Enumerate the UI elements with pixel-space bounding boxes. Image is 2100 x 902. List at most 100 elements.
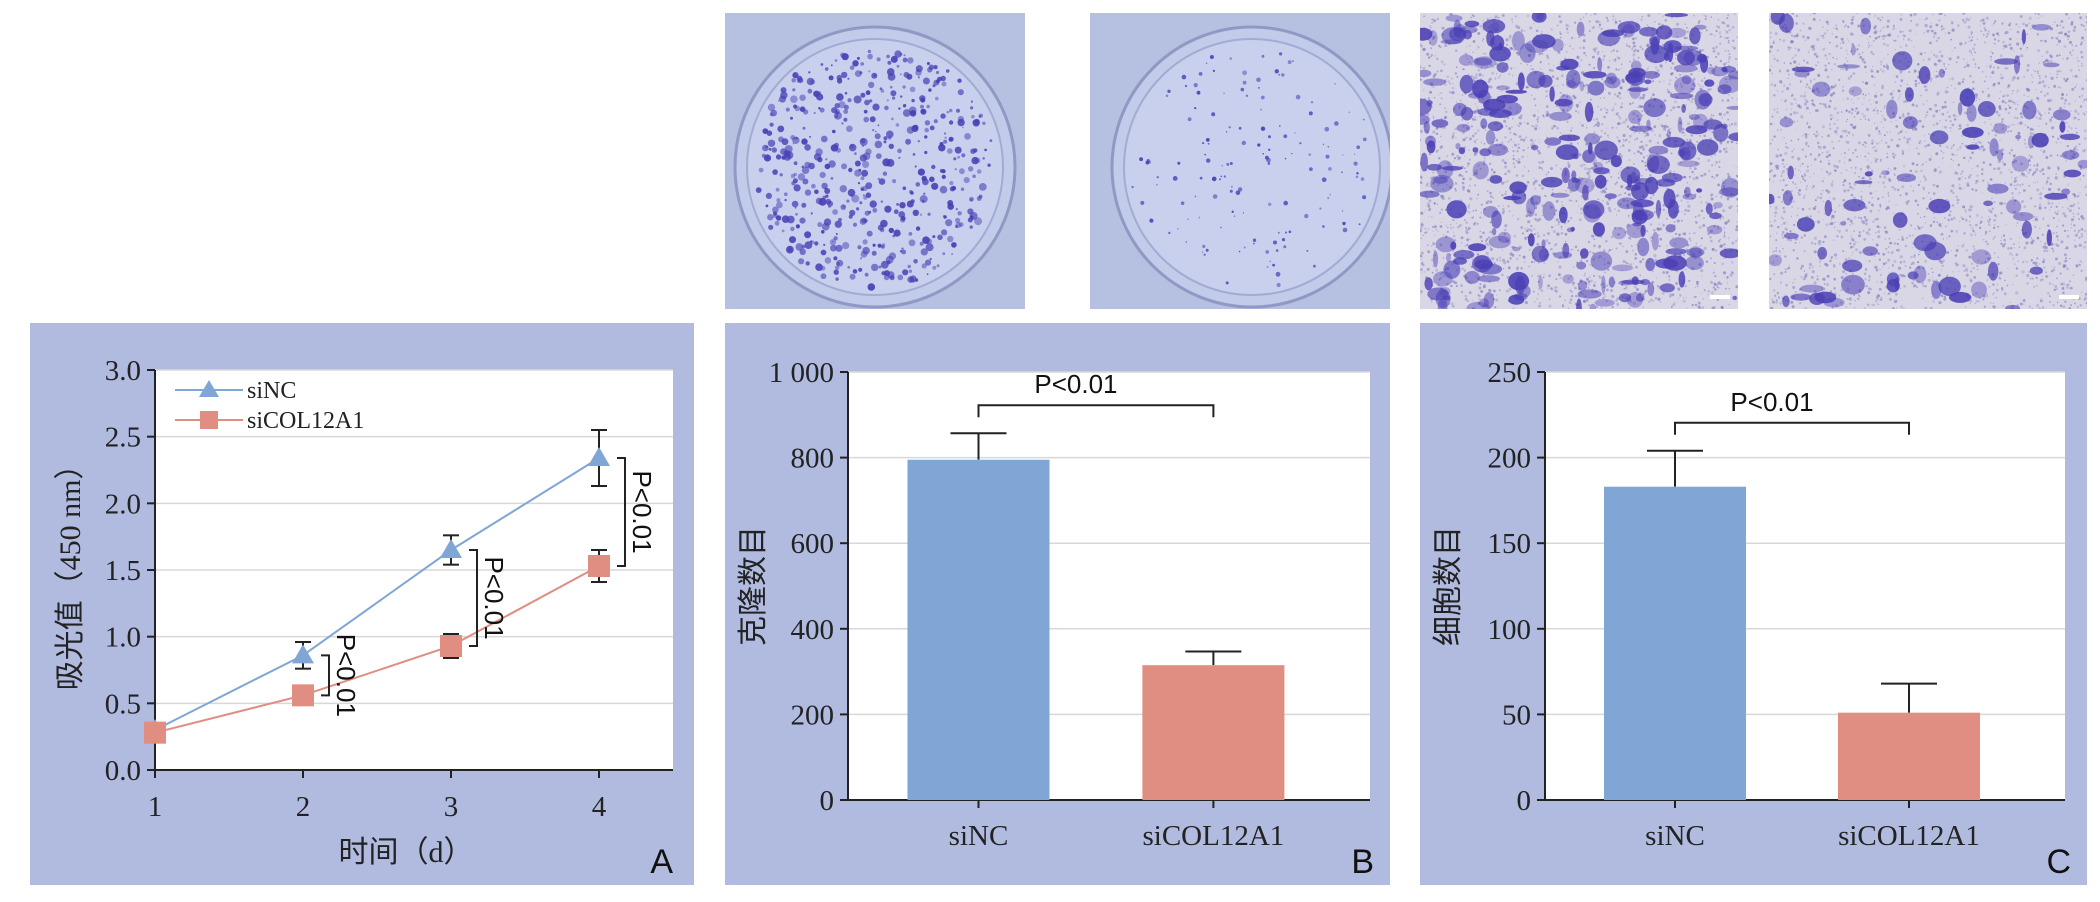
pore-dot [1810,276,1814,279]
pore-dot [1993,292,1995,294]
pore-dot [1690,100,1693,103]
colony-dot [929,176,935,183]
pore-dot [1619,227,1622,230]
pore-dot [1583,274,1586,277]
pore-dot [2014,176,2016,179]
colony-dot [978,183,987,191]
pore-dot [1632,46,1634,48]
migrated-cell [1606,72,1617,85]
pore-dot [1467,205,1470,208]
pore-dot [1880,121,1883,123]
migrated-cell [1531,13,1547,23]
pore-dot [1651,129,1654,133]
pore-dot [1472,299,1474,302]
pore-dot [2000,242,2003,245]
pore-dot [1502,249,1504,251]
pore-dot [1997,263,2000,266]
pore-dot [1827,172,1831,176]
pore-dot [1564,44,1566,45]
pore-dot [1559,132,1561,134]
pore-dot [1838,78,1841,82]
pore-dot [1935,54,1939,59]
migrated-cell [1627,174,1633,188]
pore-dot [1531,140,1534,142]
pore-dot [1727,50,1730,52]
pore-dot [2045,50,2049,54]
pore-dot [1685,37,1687,39]
pore-dot [1427,228,1429,230]
pore-dot [1900,72,1902,74]
pore-dot [1570,253,1572,256]
pore-dot [1724,29,1727,32]
pore-dot [1911,261,1915,265]
pore-dot [1992,302,1994,304]
pore-dot [1994,214,1998,218]
pore-dot [1835,257,1837,260]
pore-dot [1555,218,1559,222]
migrated-cell [1717,84,1732,95]
pore-dot [1988,218,1991,221]
pore-dot [1612,58,1614,61]
colony-dot [1276,282,1281,288]
pore-dot [1647,300,1651,303]
pore-dot [1519,122,1522,125]
colony-dot [937,234,943,241]
pore-dot [1485,251,1489,255]
migrated-cell [1630,199,1654,208]
colony-dot [844,91,848,95]
colony-dot [948,120,954,125]
pore-dot [1785,146,1788,149]
pore-dot [1730,148,1732,150]
colony-dot [854,160,861,167]
pore-dot [2041,15,2043,17]
pore-dot [1871,139,1874,142]
pore-dot [1893,156,1895,159]
pore-dot [1540,289,1544,292]
colony-dot [849,65,855,70]
colony-dot [917,76,920,79]
pore-dot [1465,171,1468,173]
pore-dot [1557,273,1561,276]
pore-dot [1642,292,1646,296]
pore-dot [1873,100,1875,102]
pore-dot [2078,243,2082,247]
colony-dot [871,250,877,256]
pore-dot [1644,161,1646,164]
pore-dot [1617,115,1621,118]
pore-dot [1473,299,1475,301]
pore-dot [2076,305,2079,309]
colony-dot [936,79,940,84]
pore-dot [1773,94,1776,97]
pore-dot [1469,263,1471,265]
pore-dot [1769,225,1770,227]
pore-dot [2066,122,2068,124]
pore-dot [1942,151,1945,154]
pore-dot [1463,269,1466,272]
pore-dot [1929,224,1933,227]
pore-dot [1895,75,1899,78]
pore-dot [1455,182,1457,184]
pore-dot [1624,139,1627,142]
pore-dot [1428,208,1431,212]
pore-dot [1787,266,1791,270]
pore-dot [2037,17,2040,19]
colony-dot [899,202,906,209]
pore-dot [2083,39,2085,41]
pore-dot [1944,105,1947,109]
migrated-cell [1633,178,1653,185]
pore-dot [1773,219,1777,223]
pore-dot [2032,181,2035,184]
pore-dot [2006,284,2009,287]
pore-dot [1809,112,1811,114]
migrated-cell [1485,130,1496,145]
pore-dot [2021,270,2025,274]
pore-dot [2017,193,2019,196]
pore-dot [1928,133,1931,136]
pore-dot [1547,287,1549,290]
colony-dot [886,158,895,167]
pore-dot [1787,46,1790,49]
colony-dot [1225,131,1228,133]
pore-dot [1667,134,1670,138]
pore-dot [2013,102,2017,105]
pore-dot [1923,215,1926,218]
